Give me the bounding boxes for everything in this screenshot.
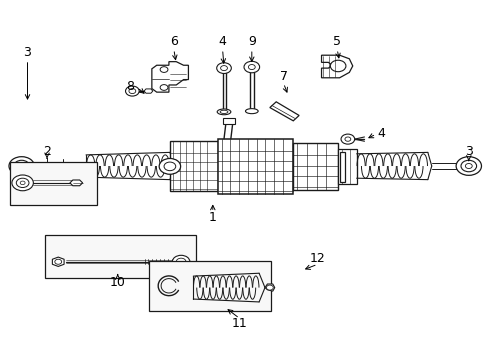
Polygon shape bbox=[269, 102, 299, 121]
Circle shape bbox=[248, 64, 255, 69]
Ellipse shape bbox=[245, 109, 258, 114]
Bar bbox=[337, 149, 356, 184]
Polygon shape bbox=[152, 62, 188, 92]
Text: 10: 10 bbox=[110, 276, 125, 289]
Ellipse shape bbox=[217, 109, 230, 115]
Circle shape bbox=[344, 137, 350, 141]
Text: 5: 5 bbox=[332, 35, 341, 49]
Circle shape bbox=[244, 61, 259, 73]
Polygon shape bbox=[70, 180, 82, 186]
Circle shape bbox=[160, 85, 167, 90]
Text: 1: 1 bbox=[208, 211, 216, 224]
Circle shape bbox=[163, 162, 175, 171]
Circle shape bbox=[330, 60, 345, 72]
Circle shape bbox=[465, 163, 471, 168]
Circle shape bbox=[16, 178, 29, 188]
Text: 9: 9 bbox=[247, 35, 255, 49]
Circle shape bbox=[216, 63, 231, 73]
Text: 6: 6 bbox=[169, 35, 177, 49]
Circle shape bbox=[129, 89, 136, 94]
Circle shape bbox=[266, 285, 273, 290]
Text: 2: 2 bbox=[43, 145, 51, 158]
Bar bbox=[169, 141, 217, 192]
Text: 3: 3 bbox=[464, 145, 472, 158]
Circle shape bbox=[159, 158, 180, 174]
Polygon shape bbox=[52, 257, 64, 266]
Circle shape bbox=[460, 160, 476, 172]
Circle shape bbox=[125, 86, 139, 96]
Circle shape bbox=[176, 258, 185, 265]
Bar bbox=[217, 139, 293, 194]
Text: 4: 4 bbox=[218, 35, 226, 49]
Text: 3: 3 bbox=[23, 46, 31, 59]
Circle shape bbox=[20, 181, 25, 185]
Bar bbox=[149, 261, 271, 311]
Circle shape bbox=[160, 67, 167, 72]
Bar bbox=[293, 143, 337, 190]
Bar bbox=[10, 162, 97, 205]
Circle shape bbox=[172, 255, 189, 268]
Polygon shape bbox=[264, 284, 274, 291]
Circle shape bbox=[340, 134, 354, 144]
Ellipse shape bbox=[220, 110, 227, 113]
Circle shape bbox=[9, 157, 34, 175]
Bar bbox=[339, 152, 345, 182]
Bar bbox=[223, 118, 234, 125]
Bar bbox=[44, 235, 195, 278]
Circle shape bbox=[220, 66, 227, 71]
Text: 8: 8 bbox=[125, 80, 134, 93]
Circle shape bbox=[12, 175, 33, 191]
Text: 7: 7 bbox=[279, 69, 287, 82]
Polygon shape bbox=[321, 55, 352, 78]
Polygon shape bbox=[144, 89, 153, 93]
Text: 12: 12 bbox=[309, 252, 325, 265]
Text: 11: 11 bbox=[231, 317, 247, 330]
Text: 4: 4 bbox=[376, 127, 384, 140]
Circle shape bbox=[18, 163, 25, 168]
Circle shape bbox=[55, 259, 61, 264]
Circle shape bbox=[14, 160, 29, 172]
Circle shape bbox=[455, 157, 481, 175]
